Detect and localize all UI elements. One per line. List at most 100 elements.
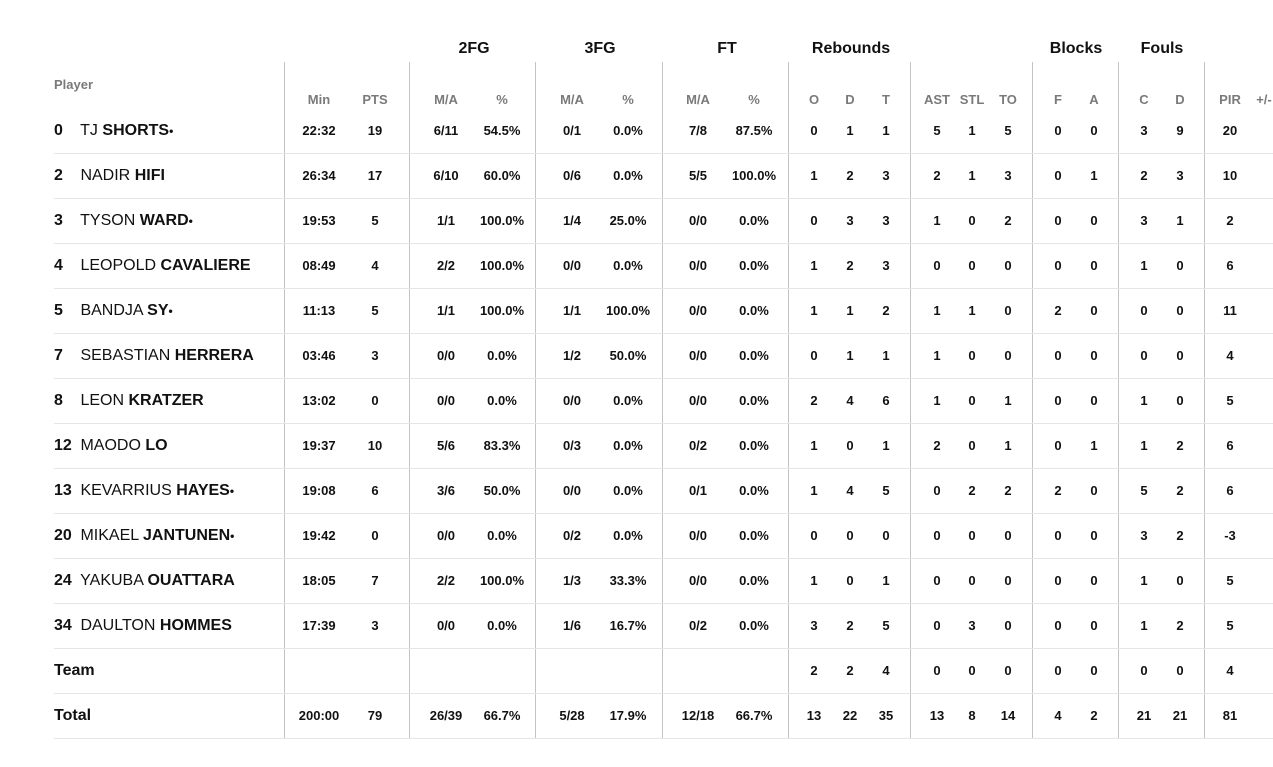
player-number: 0 <box>54 122 63 139</box>
foul-c-cell: 0 <box>1140 303 1148 318</box>
player-name-link[interactable]: 7 SEBASTIAN HERRERA <box>54 333 282 378</box>
plus-minus-cell <box>1254 513 1273 558</box>
table-row: 24 YAKUBA OUATTARA 18:05 7 2/2 100.0% 1/3 33.3… <box>54 558 1273 604</box>
reb-o-cell: 13 <box>806 708 822 723</box>
2fg-pct-cell: 50.0% <box>483 483 521 498</box>
min-cell: 200:00 <box>298 708 340 723</box>
2fg-ma-cell: 0/0 <box>436 393 456 408</box>
reb-t-column-header[interactable]: T <box>882 92 890 107</box>
blk-f-cell: 0 <box>1054 528 1062 543</box>
starter-dot: • <box>169 124 174 138</box>
pir-cell: 4 <box>1226 348 1234 363</box>
3fg-ma-cell: 1/6 <box>562 618 582 633</box>
starter-dot: • <box>230 529 235 543</box>
foul-d-cell: 2 <box>1176 528 1184 543</box>
blk-a-cell: 0 <box>1090 258 1098 273</box>
2fg-pct-column-header[interactable]: % <box>496 92 508 107</box>
min-cell: 17:39 <box>302 618 336 633</box>
player-name-link[interactable]: 5 BANDJA SY• <box>54 288 282 333</box>
reb-d-column-header[interactable]: D <box>845 92 855 107</box>
2fg-ma-cell: 1/1 <box>436 303 456 318</box>
3fg-pct-cell: 100.0% <box>605 303 651 318</box>
column-divider <box>788 62 789 738</box>
2fg-ma-column-header[interactable]: M/A <box>434 92 458 107</box>
blk-a-column-header[interactable]: A <box>1089 92 1099 107</box>
player-name-link[interactable]: 8 LEON KRATZER <box>54 378 282 423</box>
pir-column-header[interactable]: PIR <box>1219 92 1241 107</box>
pir-cell: 2 <box>1226 213 1234 228</box>
to-cell: 0 <box>1004 663 1012 678</box>
ft-ma-column-header[interactable]: M/A <box>686 92 710 107</box>
reb-o-cell: 1 <box>810 258 818 273</box>
player-name-link[interactable]: 2 NADIR HIFI <box>54 153 282 198</box>
player-name-link[interactable]: 0 TJ SHORTS• <box>54 108 282 153</box>
2fg-ma-cell: 6/10 <box>433 168 459 183</box>
pts-cell: 3 <box>371 618 379 633</box>
to-column-header[interactable]: TO <box>999 92 1017 107</box>
player-column-header: Player <box>54 77 94 92</box>
plus-minus-column-header[interactable]: +/- <box>1256 92 1272 107</box>
reb-o-column-header[interactable]: O <box>808 92 820 107</box>
2fg-pct-cell: 100.0% <box>479 573 525 588</box>
player-first-name: KEVARRIUS <box>80 482 172 499</box>
foul-c-cell: 2 <box>1140 168 1148 183</box>
player-name-link[interactable]: 13 KEVARRIUS HAYES• <box>54 468 282 513</box>
ast-column-header[interactable]: AST <box>924 92 950 107</box>
group-2fg-header: 2FG <box>458 40 490 57</box>
player-name-link[interactable]: 4 LEOPOLD CAVALIERE <box>54 243 282 288</box>
ft-ma-cell: 0/0 <box>688 213 708 228</box>
stl-cell: 0 <box>968 258 976 273</box>
3fg-ma-cell <box>549 648 595 693</box>
blk-f-cell: 0 <box>1054 213 1062 228</box>
player-name-link[interactable]: 20 MIKAEL JANTUNEN• <box>54 513 282 558</box>
stl-cell: 2 <box>968 483 976 498</box>
player-first-name: NADIR <box>80 167 131 184</box>
3fg-pct-cell: 0.0% <box>613 438 643 453</box>
ft-ma-cell: 0/0 <box>688 303 708 318</box>
player-name-link[interactable]: 24 YAKUBA OUATTARA <box>54 558 282 603</box>
table-row: 12 MAODO LO 19:37 10 5/6 83.3% 0/3 0.0% 0/2 0.0%… <box>54 423 1273 469</box>
pts-cell: 6 <box>371 483 379 498</box>
3fg-pct-cell: 0.0% <box>613 528 643 543</box>
reb-d-cell: 0 <box>846 528 854 543</box>
player-name-link[interactable]: 3 TYSON WARD• <box>54 198 282 243</box>
ast-cell: 0 <box>933 528 941 543</box>
2fg-ma-cell: 0/0 <box>436 528 456 543</box>
player-last-name: CAVALIERE <box>160 257 251 274</box>
foul-d-column-header[interactable]: D <box>1175 92 1185 107</box>
player-first-name: LEON <box>80 392 125 409</box>
player-name-link[interactable]: 34 DAULTON HOMMES <box>54 603 282 648</box>
player-name-link[interactable]: 12 MAODO LO <box>54 423 282 468</box>
foul-c-cell: 3 <box>1140 528 1148 543</box>
pts-cell: 17 <box>367 168 383 183</box>
foul-c-cell: 3 <box>1140 123 1148 138</box>
to-cell: 2 <box>1004 213 1012 228</box>
ft-pct-column-header[interactable]: % <box>748 92 760 107</box>
stl-column-header[interactable]: STL <box>959 92 985 107</box>
group-blocks-header: Blocks <box>1049 40 1103 57</box>
to-cell: 2 <box>1004 483 1012 498</box>
to-cell: 0 <box>1004 528 1012 543</box>
stl-cell: 1 <box>968 303 976 318</box>
3fg-ma-cell: 0/0 <box>562 258 582 273</box>
min-column-header[interactable]: Min <box>307 92 331 107</box>
3fg-pct-cell: 0.0% <box>613 123 643 138</box>
foul-d-cell: 0 <box>1176 258 1184 273</box>
team-row-label: Team <box>54 662 95 679</box>
blk-f-column-header[interactable]: F <box>1054 92 1062 107</box>
reb-d-cell: 2 <box>846 168 854 183</box>
3fg-ma-column-header[interactable]: M/A <box>560 92 584 107</box>
2fg-pct-cell: 60.0% <box>483 168 521 183</box>
foul-c-column-header[interactable]: C <box>1139 92 1149 107</box>
blk-f-cell: 0 <box>1054 663 1062 678</box>
blk-a-cell: 0 <box>1090 483 1098 498</box>
ft-pct-cell: 0.0% <box>739 483 769 498</box>
ast-cell: 0 <box>933 618 941 633</box>
ast-cell: 1 <box>933 393 941 408</box>
pts-column-header[interactable]: PTS <box>362 92 388 107</box>
3fg-ma-cell: 1/1 <box>562 303 582 318</box>
min-cell: 13:02 <box>302 393 336 408</box>
3fg-pct-column-header[interactable]: % <box>622 92 634 107</box>
reb-d-cell: 4 <box>846 483 854 498</box>
